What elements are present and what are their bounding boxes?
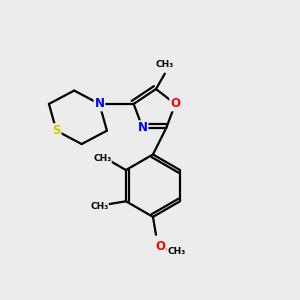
Text: S: S: [52, 124, 61, 137]
Text: N: N: [138, 121, 148, 134]
Text: O: O: [170, 98, 180, 110]
Text: O: O: [155, 239, 165, 253]
Text: CH₃: CH₃: [93, 154, 111, 163]
Text: CH₃: CH₃: [90, 202, 108, 211]
Text: CH₃: CH₃: [156, 60, 174, 69]
Text: N: N: [94, 98, 104, 110]
Text: CH₃: CH₃: [167, 247, 185, 256]
